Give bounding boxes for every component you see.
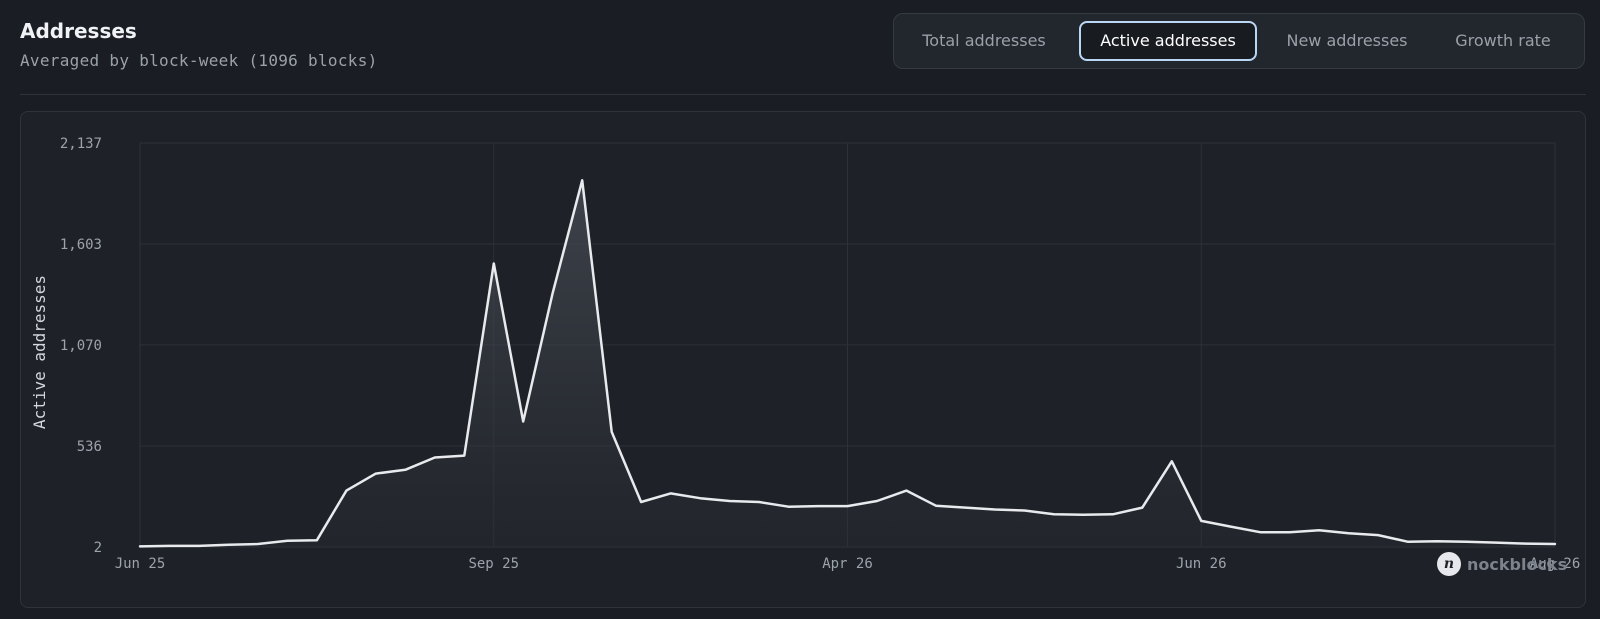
x-tick-label: Jun 26 bbox=[1176, 556, 1227, 572]
data-point[interactable] bbox=[314, 537, 320, 543]
data-point[interactable] bbox=[1464, 539, 1470, 545]
data-point[interactable] bbox=[167, 543, 173, 549]
data-point[interactable] bbox=[196, 543, 202, 549]
tab-new-addresses[interactable]: New addresses bbox=[1286, 31, 1408, 50]
data-point[interactable] bbox=[1523, 541, 1529, 547]
y-tick-label: 1,070 bbox=[60, 338, 102, 354]
data-point[interactable] bbox=[1051, 511, 1057, 517]
data-point[interactable] bbox=[815, 503, 821, 509]
tab-active-addresses[interactable]: Active addresses bbox=[1079, 21, 1257, 61]
data-point[interactable] bbox=[845, 503, 851, 509]
chart-title: Addresses bbox=[20, 19, 137, 43]
data-point[interactable] bbox=[579, 177, 585, 183]
header-divider bbox=[20, 94, 1586, 95]
x-tick-label: Jun 25 bbox=[115, 556, 166, 572]
data-point[interactable] bbox=[1434, 538, 1440, 544]
data-point[interactable] bbox=[1257, 529, 1263, 535]
y-tick-label: 2 bbox=[94, 540, 102, 556]
metric-tab-bar: Total addresses Active addresses New add… bbox=[893, 13, 1585, 69]
data-point[interactable] bbox=[550, 290, 556, 296]
data-point[interactable] bbox=[1080, 512, 1086, 518]
data-point[interactable] bbox=[1316, 527, 1322, 533]
x-tick-label: Aug 26 bbox=[1530, 556, 1581, 572]
data-point[interactable] bbox=[432, 455, 438, 461]
data-point[interactable] bbox=[992, 507, 998, 513]
data-point[interactable] bbox=[756, 499, 762, 505]
data-point[interactable] bbox=[786, 504, 792, 510]
y-tick-label: 1,603 bbox=[60, 237, 102, 253]
tab-total-addresses[interactable]: Total addresses bbox=[922, 31, 1046, 50]
data-point[interactable] bbox=[904, 488, 910, 494]
data-point[interactable] bbox=[225, 542, 231, 548]
data-point[interactable] bbox=[1405, 539, 1411, 545]
data-point[interactable] bbox=[1493, 540, 1499, 546]
y-tick-label: 536 bbox=[77, 439, 102, 455]
data-point[interactable] bbox=[697, 495, 703, 501]
y-tick-label: 2,137 bbox=[60, 136, 102, 152]
data-point[interactable] bbox=[962, 505, 968, 511]
x-tick-label: Apr 26 bbox=[822, 556, 873, 572]
watermark-text: nockblocks bbox=[1467, 554, 1568, 574]
x-axis-ticks: Jun 25 Sep 25 Apr 26 Jun 26 Aug 26 bbox=[115, 556, 1581, 572]
x-tick-label: Sep 25 bbox=[468, 556, 519, 572]
data-point[interactable] bbox=[1228, 524, 1234, 530]
data-point[interactable] bbox=[1021, 508, 1027, 514]
data-point[interactable] bbox=[1552, 541, 1558, 547]
data-point[interactable] bbox=[1346, 530, 1352, 536]
data-point[interactable] bbox=[609, 429, 615, 435]
series-line bbox=[138, 179, 1557, 548]
data-point[interactable] bbox=[402, 467, 408, 473]
data-point[interactable] bbox=[343, 488, 349, 494]
data-point[interactable] bbox=[1198, 518, 1204, 524]
chart-area-layer bbox=[137, 177, 1558, 549]
data-point[interactable] bbox=[491, 261, 497, 267]
data-point[interactable] bbox=[1169, 458, 1175, 464]
data-point[interactable] bbox=[284, 538, 290, 544]
data-point[interactable] bbox=[137, 543, 143, 549]
data-point[interactable] bbox=[727, 498, 733, 504]
data-point[interactable] bbox=[1139, 505, 1145, 511]
data-point[interactable] bbox=[461, 453, 467, 459]
chart-subtitle: Averaged by block-week (1096 blocks) bbox=[20, 51, 378, 70]
data-point[interactable] bbox=[668, 490, 674, 496]
y-axis-title: Active addresses bbox=[30, 275, 49, 429]
data-point[interactable] bbox=[638, 499, 644, 505]
data-point[interactable] bbox=[520, 419, 526, 425]
data-point[interactable] bbox=[373, 471, 379, 477]
chart-header: Addresses Averaged by block-week (1096 b… bbox=[20, 14, 378, 70]
data-point[interactable] bbox=[1287, 529, 1293, 535]
nockblocks-logo-icon: n bbox=[1437, 552, 1461, 576]
data-point[interactable] bbox=[933, 503, 939, 509]
data-point[interactable] bbox=[255, 541, 261, 547]
data-point[interactable] bbox=[1375, 532, 1381, 538]
data-point[interactable] bbox=[874, 498, 880, 504]
tab-growth-rate[interactable]: Growth rate bbox=[1455, 31, 1551, 50]
data-point[interactable] bbox=[1110, 511, 1116, 517]
y-axis-ticks: 2 536 1,070 1,603 2,137 bbox=[60, 136, 102, 556]
watermark: n nockblocks bbox=[1437, 549, 1567, 579]
